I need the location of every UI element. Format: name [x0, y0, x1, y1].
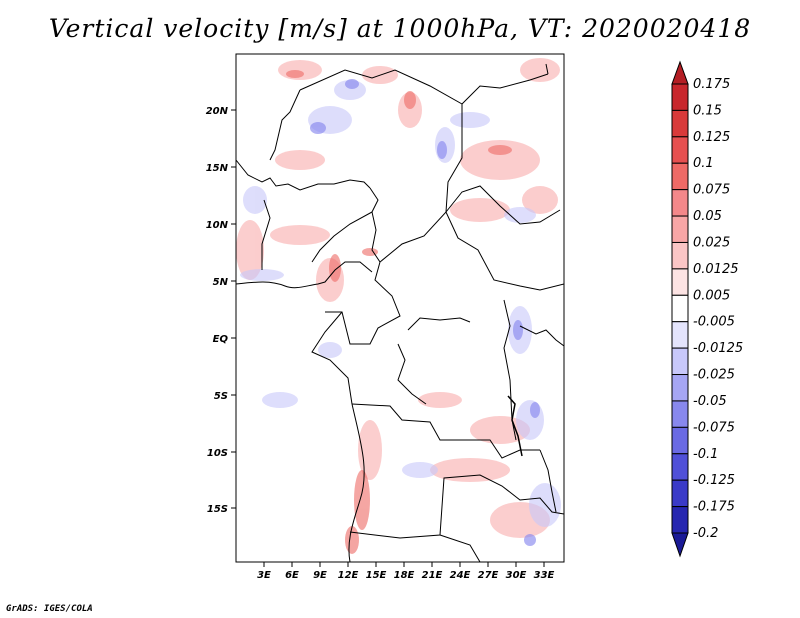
velocity-field: [236, 54, 564, 562]
colorbar-segment: [671, 189, 689, 217]
colorbar-label: 0.125: [693, 130, 730, 145]
lon-label-30e: 30E: [506, 570, 527, 581]
colorbar-label: -0.0125: [693, 341, 743, 356]
colorbar-segment: [671, 109, 689, 138]
lon-label-12e: 12E: [338, 570, 359, 581]
colorbar-segment: [671, 294, 689, 323]
colorbar-segment: [671, 453, 689, 481]
colorbar-segment: [671, 400, 689, 428]
colorbar-label: 0.0125: [693, 262, 739, 277]
colorbar-bottom-arrow: [671, 532, 689, 558]
colorbar-top-arrow: [671, 60, 689, 85]
colorbar-segment: [671, 374, 689, 402]
country-borders: [236, 54, 564, 562]
colorbar-label: -0.075: [693, 420, 735, 435]
grads-credit: GrADS: IGES/COLA: [6, 604, 93, 614]
lat-label-10s: 10S: [207, 448, 228, 459]
colorbar-segment: [671, 426, 689, 455]
colorbar-segment: [671, 268, 689, 296]
colorbar-segment: [671, 215, 689, 243]
latitude-axis: 20N 15N 10N 5N EQ 5S 10S 15S: [206, 106, 236, 515]
colorbar-label: 0.05: [693, 209, 722, 224]
colorbar: 0.175 0.15 0.125 0.1 0.075 0.05 0.025 0.0125 0.0…: [671, 60, 743, 558]
colorbar-label: -0.2: [693, 526, 718, 541]
colorbar-segment: [671, 506, 689, 534]
colorbar-label: -0.005: [693, 315, 735, 330]
lat-label-20n: 20N: [206, 106, 229, 117]
colorbar-segment: [671, 347, 689, 376]
colorbar-label: 0.005: [693, 288, 730, 303]
lat-label-15s: 15S: [207, 504, 228, 515]
map-title: Vertical velocity [m/s] at 1000hPa, VT: …: [48, 14, 752, 43]
colorbar-label: 0.075: [693, 183, 730, 198]
lon-label-33e: 33E: [534, 570, 555, 581]
colorbar-label: -0.1: [693, 447, 718, 462]
lon-label-3e: 3E: [257, 570, 271, 581]
colorbar-label: 0.175: [693, 77, 730, 92]
map-background: [236, 54, 564, 562]
colorbar-label: 0.025: [693, 235, 730, 250]
colorbar-label: 0.15: [693, 103, 722, 118]
lon-label-9e: 9E: [313, 570, 327, 581]
colorbar-segment: [671, 136, 689, 164]
lon-label-6e: 6E: [285, 570, 299, 581]
lon-label-27e: 27E: [478, 570, 499, 581]
lat-label-15n: 15N: [206, 163, 229, 174]
lat-label-5s: 5S: [214, 391, 228, 402]
lat-label-5n: 5N: [213, 277, 229, 288]
colorbar-segment: [671, 162, 689, 191]
lat-label-10n: 10N: [206, 220, 229, 231]
lon-label-21e: 21E: [422, 570, 443, 581]
colorbar-label: -0.025: [693, 368, 735, 383]
map-frame: [235, 53, 565, 563]
colorbar-label: -0.175: [693, 500, 735, 515]
longitude-axis: 3E 6E 9E 12E 15E 18E 21E 24E 27E 30E 33E: [257, 562, 555, 581]
colorbar-segment: [671, 83, 689, 111]
map-panel: 20N 15N 10N 5N EQ 5S 10S 15S 3E 6E 9E 12…: [206, 53, 565, 581]
colorbar-segment: [671, 479, 689, 508]
colorbar-segment: [671, 321, 689, 349]
lat-label-eq: EQ: [213, 334, 229, 345]
colorbar-segment: [671, 241, 689, 270]
colorbar-label: -0.125: [693, 473, 735, 488]
colorbar-label: -0.05: [693, 394, 727, 409]
lon-label-24e: 24E: [450, 570, 471, 581]
lon-label-15e: 15E: [366, 570, 387, 581]
lon-label-18e: 18E: [394, 570, 415, 581]
colorbar-label: 0.1: [693, 156, 714, 171]
